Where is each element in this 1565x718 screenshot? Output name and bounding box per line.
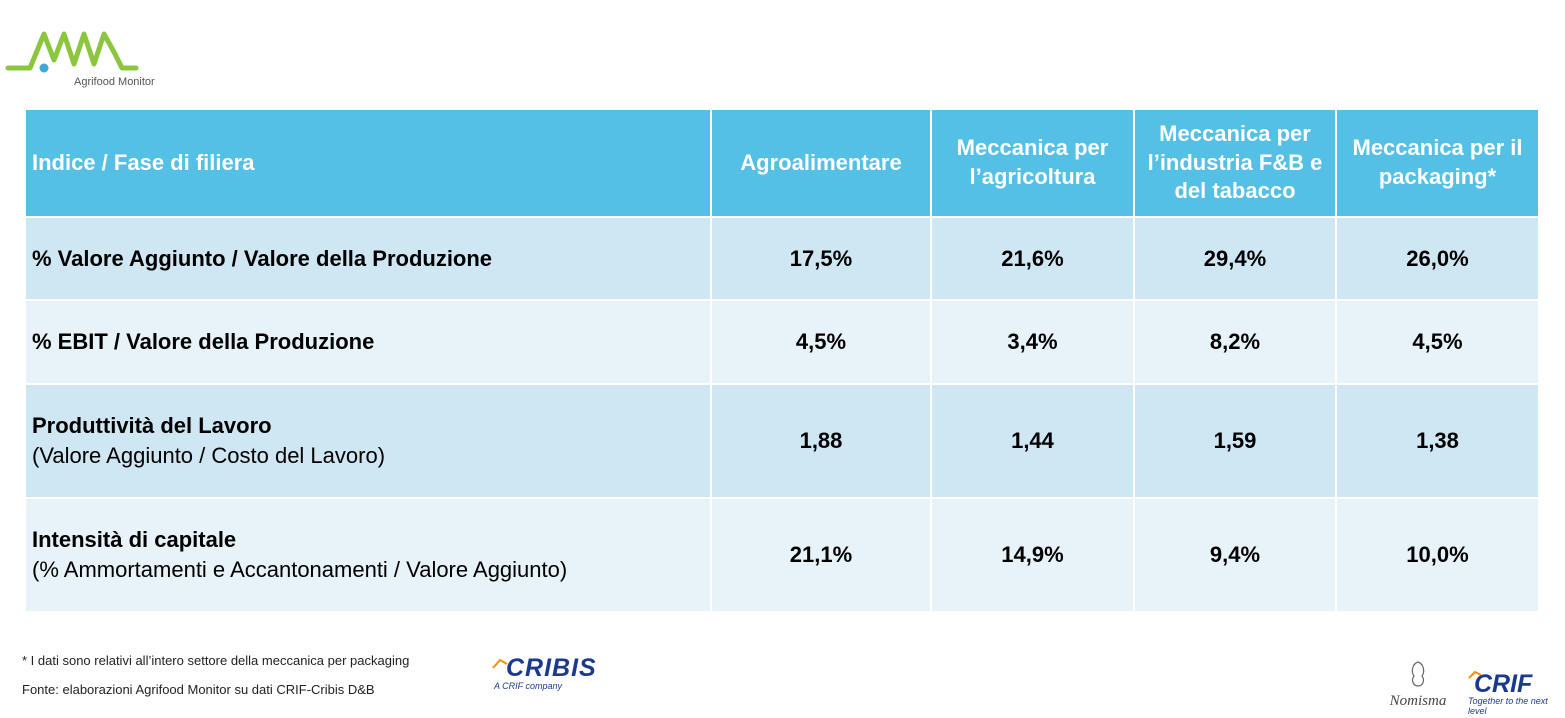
cell-value: 1,88 [710, 383, 932, 499]
cribis-tagline: A CRIF company [494, 681, 563, 691]
cell-value: 21,6% [930, 216, 1135, 301]
header-index-phase: Indice / Fase di filiera [24, 108, 712, 218]
row-label: % Valore Aggiunto / Valore della Produzi… [24, 216, 712, 301]
crif-tagline: Together to the next level [1468, 696, 1548, 716]
header-agroalimentare: Agroalimentare [710, 108, 932, 218]
cell-value: 21,1% [710, 497, 932, 613]
indicators-table: Indice / Fase di filiera Agroalimentare … [24, 108, 1540, 613]
row-label-title: Intensità di capitale [32, 527, 237, 552]
table-row: % Valore Aggiunto / Valore della Produzi… [24, 216, 1540, 301]
cribis-logo: CRIBIS A CRIF company [492, 656, 597, 691]
header-meccanica-agricoltura: Meccanica per l’agricoltura [930, 108, 1135, 218]
row-label: % EBIT / Valore della Produzione [24, 299, 712, 385]
table-row: % EBIT / Valore della Produzione 4,5% 3,… [24, 299, 1540, 385]
cell-value: 1,38 [1335, 383, 1540, 499]
footnote: * I dati sono relativi all’intero settor… [22, 653, 410, 668]
cell-value: 4,5% [710, 299, 932, 385]
cell-value: 14,9% [930, 497, 1135, 613]
cribis-swoosh-icon [492, 658, 508, 669]
crif-logo: CRIF Together to the next level [1468, 670, 1565, 716]
agrifood-monitor-logo-icon [5, 31, 139, 73]
cell-value: 4,5% [1335, 299, 1540, 385]
cell-value: 1,59 [1133, 383, 1337, 499]
row-label: Intensità di capitale (% Ammortamenti e … [24, 497, 712, 613]
table-row: Intensità di capitale (% Ammortamenti e … [24, 497, 1540, 613]
header-meccanica-packaging: Meccanica per il packaging* [1335, 108, 1540, 218]
cell-value: 17,5% [710, 216, 932, 301]
cell-value: 3,4% [930, 299, 1135, 385]
cell-value: 29,4% [1133, 216, 1337, 301]
cell-value: 10,0% [1335, 497, 1540, 613]
row-label-title: % EBIT / Valore della Produzione [32, 329, 375, 354]
cell-value: 26,0% [1335, 216, 1540, 301]
row-label-subtitle: (% Ammortamenti e Accantonamenti / Valor… [32, 557, 568, 582]
nomisma-name: Nomisma [1389, 693, 1447, 709]
nomisma-emblem-icon [1411, 661, 1425, 687]
row-label-subtitle: (Valore Aggiunto / Costo del Lavoro) [32, 443, 386, 468]
header-meccanica-industria-fb: Meccanica per l’industria F&B e del taba… [1133, 108, 1337, 218]
nomisma-logo: Nomisma [1372, 660, 1464, 710]
table-header-row: Indice / Fase di filiera Agroalimentare … [24, 108, 1540, 218]
table-row: Produttività del Lavoro (Valore Aggiunto… [24, 383, 1540, 499]
cell-value: 8,2% [1133, 299, 1337, 385]
source-note: Fonte: elaborazioni Agrifood Monitor su … [22, 682, 375, 697]
crif-name: CRIF [1474, 670, 1533, 698]
row-label-title: % Valore Aggiunto / Valore della Produzi… [32, 245, 493, 271]
cell-value: 1,44 [930, 383, 1135, 499]
cribis-name: CRIBIS [506, 654, 597, 682]
crif-swoosh-icon [1468, 670, 1482, 679]
brand-name: Agrifood Monitor [74, 76, 155, 88]
row-label-title: Produttività del Lavoro [32, 413, 272, 438]
cell-value: 9,4% [1133, 497, 1337, 613]
row-label: Produttività del Lavoro (Valore Aggiunto… [24, 383, 712, 499]
